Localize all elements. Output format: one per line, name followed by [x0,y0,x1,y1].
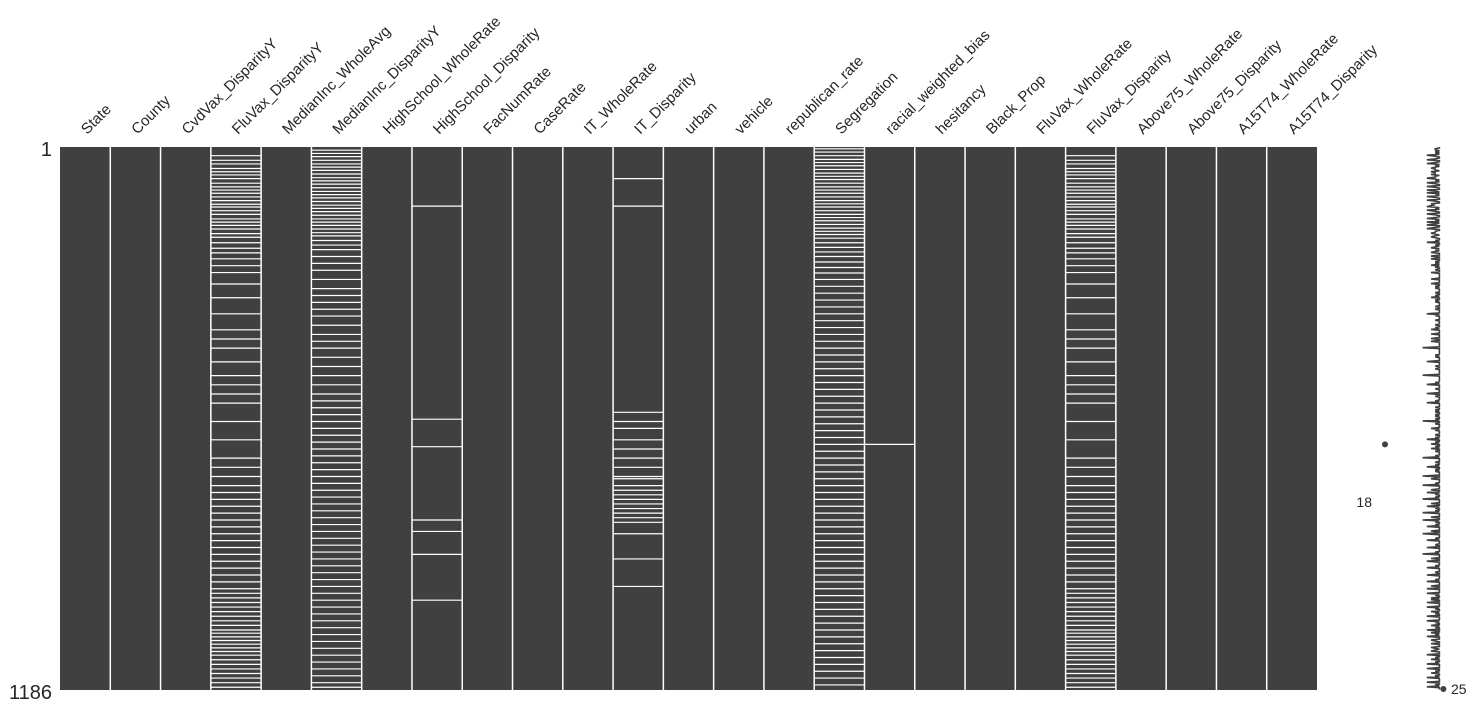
column-label-13: urban [681,99,720,138]
column-block-18 [914,147,966,690]
column-block-15 [763,147,815,690]
column-block-14 [713,147,764,690]
column-block-19 [965,147,1016,690]
column-block-9 [462,147,513,690]
sparkline-max-label: 25 [1451,681,1467,697]
sparkline-max-marker [1440,686,1447,692]
column-label-21: FluVax_Disparity [1084,46,1176,138]
column-block-13 [663,147,714,690]
column-block-1 [60,147,111,690]
column-block-22 [1115,147,1167,690]
column-label-20: FluVax_WholeRate [1033,35,1136,138]
column-labels-layer: State County CvdVax_DisparityYFluVax_Dispa… [78,13,1381,138]
column-block-2 [110,147,161,690]
column-block-17 [864,147,915,690]
column-block-20 [1015,147,1066,690]
sparkline-min-marker [1382,441,1388,448]
column-block-12 [613,147,664,690]
column-block-11 [562,147,614,690]
column-block-6 [311,147,362,690]
missing-lines-layer [210,148,1116,688]
column-block-24 [1216,147,1267,690]
column-label-4: FluVax_DisparityY [229,39,327,137]
column-block-16 [814,147,865,690]
column-label-25: A15T74_Disparity [1285,41,1382,138]
column-separators-layer [109,147,1268,690]
column-label-3: CvdVax_DisparityY [179,35,282,138]
column-block-8 [411,147,463,690]
column-block-10 [512,147,563,690]
sparkline-layer [1382,147,1447,692]
column-label-2: County [128,92,174,138]
column-block-25 [1266,147,1317,690]
y-tick-label-top: 1 [41,139,52,161]
sparkline-path [1422,147,1441,690]
column-label-23: Above75_Disparity [1184,36,1285,137]
column-block-3 [160,147,211,690]
column-block-7 [361,147,412,690]
column-label-1: State [78,101,115,138]
y-tick-label-bottom: 1186 [9,682,52,704]
column-block-23 [1166,147,1217,690]
sparkline-min-label: 18 [1356,494,1372,510]
column-block-5 [261,147,312,690]
column-label-14: vehicle [732,93,777,138]
